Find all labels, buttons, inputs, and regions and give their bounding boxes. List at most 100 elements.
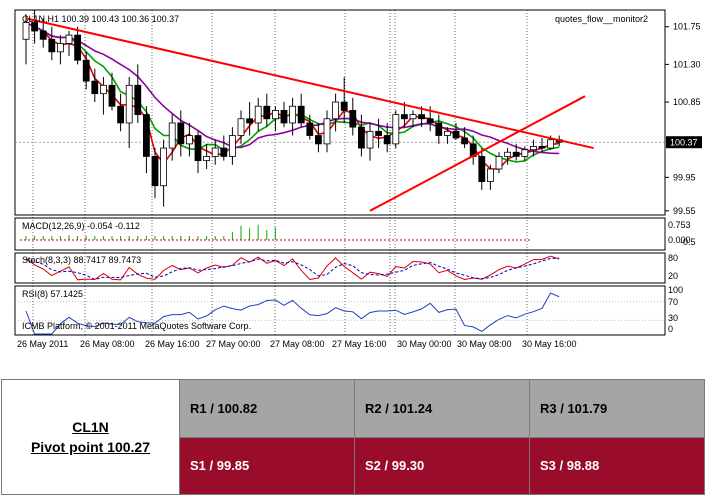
candle-body — [452, 130, 460, 139]
candle-body — [504, 151, 512, 157]
candle-body — [271, 110, 279, 120]
y-tick-label: 101.75 — [673, 22, 701, 32]
candle-body — [177, 122, 185, 145]
candle-body — [486, 168, 494, 182]
candle-body — [418, 114, 426, 120]
candle-body — [134, 84, 142, 115]
x-axis-label: 26 May 2011 — [17, 339, 68, 349]
candle-body — [332, 101, 340, 120]
y-tick-label: 99.55 — [673, 206, 696, 216]
candle-body — [22, 22, 30, 40]
candle-body — [289, 105, 297, 124]
trendline-resistance — [25, 17, 594, 150]
candle-body — [125, 84, 133, 124]
candle-body — [168, 122, 176, 149]
stoch-d-line — [25, 257, 560, 281]
symbol-cell: CL1N Pivot point 100.27 — [1, 379, 180, 495]
rsi-line — [25, 292, 560, 335]
macd-tick-top: 0.753 — [668, 220, 691, 230]
candle-body — [203, 156, 211, 162]
copyright-text: ICMB Platform, © 2001-2011 MetaQuotes So… — [22, 321, 251, 331]
stoch-tick-20: 20 — [668, 271, 678, 281]
stoch-k-line — [25, 255, 560, 281]
r1-cell: R1 / 100.82 — [179, 379, 355, 438]
candle-body — [400, 114, 408, 120]
stoch-label: Stoch(8,3,3) 88.7417 89.7473 — [22, 255, 141, 265]
candle-body — [478, 156, 486, 182]
r3-cell: R3 / 101.79 — [529, 379, 705, 438]
x-axis-label: 30 May 08:00 — [457, 339, 512, 349]
candle-body — [495, 156, 503, 170]
x-axis-label: 27 May 00:00 — [206, 339, 261, 349]
main-panel — [14, 9, 666, 216]
rsi-tick-100: 100 — [668, 285, 683, 295]
r2-cell: R2 / 101.24 — [354, 379, 530, 438]
s3-cell: S3 / 98.88 — [529, 436, 705, 495]
candle-body — [220, 147, 228, 157]
candle-body — [228, 135, 236, 157]
candle-body — [521, 149, 529, 157]
y-tick-label: 100.85 — [673, 97, 701, 107]
rsi-panel — [14, 285, 666, 336]
rsi-tick-70: 70 — [668, 297, 678, 307]
candle-body — [31, 22, 39, 32]
macd-tick-zero: 0.000 — [668, 235, 691, 245]
candle-body — [39, 30, 47, 40]
candle-body — [323, 118, 331, 145]
candle-body — [340, 101, 348, 111]
price-chart: 100.37 101.75 101.30 100.85 99.95 99.55 26 Ma… — [14, 9, 702, 349]
candle-body — [117, 105, 124, 124]
x-axis-label: 27 May 08:00 — [270, 339, 325, 349]
candle-body — [461, 137, 469, 145]
candle-body — [435, 122, 443, 136]
x-axis-label: 30 May 00:00 — [397, 339, 452, 349]
candle-body — [375, 130, 383, 136]
candle-body — [194, 135, 202, 162]
stoch-tick-80: 80 — [668, 253, 678, 263]
candle-body — [108, 84, 116, 107]
rsi-label: RSI(8) 57.1425 — [22, 289, 83, 299]
current-price-label: 100.37 — [670, 138, 698, 148]
macd-panel — [14, 217, 666, 251]
candle-body — [57, 43, 64, 53]
candle-body — [409, 114, 417, 120]
candle-body — [383, 135, 391, 145]
candle-body — [349, 110, 357, 128]
candle-body — [65, 34, 73, 44]
macd-label: MACD(12,26,9) -0.054 -0.112 — [22, 221, 140, 231]
candle-body — [366, 130, 374, 149]
candle-body — [314, 135, 322, 145]
x-axis-label: 26 May 16:00 — [145, 339, 200, 349]
candle-body — [74, 34, 81, 61]
candle-body — [254, 105, 262, 124]
x-axis-label: 26 May 08:00 — [80, 339, 135, 349]
symbol-name: CL1N — [72, 419, 109, 435]
candle-body — [530, 145, 537, 151]
chart-svg: 100.37 101.75 101.30 100.85 99.95 99.55 26 Ma… — [14, 9, 702, 349]
trendline-support — [369, 95, 586, 212]
candle-body — [82, 59, 90, 82]
candle-body — [246, 118, 254, 124]
candle-body — [151, 156, 159, 187]
candle-body — [48, 38, 56, 53]
candle-body — [512, 151, 520, 157]
indicator-name: quotes_flow__monitor2 — [555, 14, 648, 24]
pivot-table: CL1N Pivot point 100.27 R1 / 100.82 R2 /… — [1, 379, 705, 495]
current-price-box — [666, 136, 702, 149]
candle-body — [160, 147, 168, 187]
candle-body — [538, 145, 546, 149]
s2-cell: S2 / 99.30 — [354, 436, 530, 495]
candle-body — [392, 114, 400, 145]
x-axis-label: 27 May 16:00 — [332, 339, 387, 349]
candle-body — [100, 84, 107, 95]
candle-body — [443, 130, 451, 136]
candle-body — [426, 118, 434, 124]
x-axis-label: 30 May 16:00 — [522, 339, 577, 349]
y-tick-label: 99.95 — [673, 172, 696, 182]
candle-body — [237, 118, 245, 136]
candle-body — [185, 135, 193, 145]
s1-cell: S1 / 99.85 — [179, 436, 355, 495]
candle-body — [142, 114, 150, 157]
candle-body — [263, 105, 271, 120]
candle-body — [306, 122, 314, 136]
